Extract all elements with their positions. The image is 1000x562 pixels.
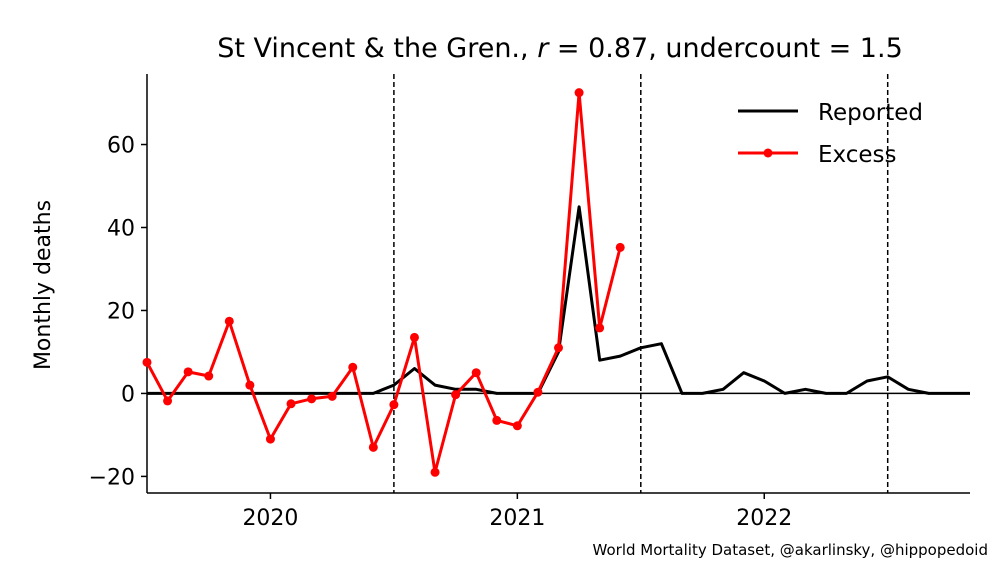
data-point-excess bbox=[142, 357, 152, 367]
data-point-excess bbox=[348, 362, 358, 372]
series-layer bbox=[142, 88, 970, 477]
data-point-excess bbox=[368, 442, 378, 452]
data-point-excess bbox=[286, 399, 296, 409]
y-tick-label: −20 bbox=[89, 465, 135, 490]
x-tick-label: 2022 bbox=[736, 506, 792, 531]
data-point-excess bbox=[451, 390, 461, 400]
data-point-excess bbox=[595, 323, 605, 333]
chart-title: St Vincent & the Gren., r = 0.87, underc… bbox=[217, 33, 903, 64]
x-tick-label: 2020 bbox=[242, 506, 298, 531]
y-tick-label: 40 bbox=[107, 216, 135, 241]
data-point-excess bbox=[615, 242, 625, 252]
data-point-excess bbox=[430, 467, 440, 477]
data-point-excess bbox=[307, 394, 317, 404]
data-point-excess bbox=[245, 380, 255, 390]
y-axis-label: Monthly deaths bbox=[31, 200, 56, 370]
data-point-excess bbox=[533, 387, 543, 397]
y-tick-label: 20 bbox=[107, 299, 135, 324]
data-point-excess bbox=[163, 396, 173, 406]
legend-marker-excess bbox=[763, 148, 773, 158]
data-point-excess bbox=[492, 415, 502, 425]
x-tick-label: 2021 bbox=[489, 506, 545, 531]
data-point-excess bbox=[471, 368, 481, 378]
series-line-reported bbox=[147, 205, 970, 395]
data-point-excess bbox=[574, 88, 584, 98]
y-tick-label: 60 bbox=[107, 134, 135, 159]
data-point-excess bbox=[554, 343, 563, 353]
legend: Reported Excess bbox=[738, 100, 923, 168]
data-point-excess bbox=[224, 316, 234, 326]
credit-text: World Mortality Dataset, @akarlinsky, @h… bbox=[593, 541, 988, 559]
series-line-excess bbox=[145, 91, 622, 474]
data-point-excess bbox=[265, 434, 275, 444]
data-point-excess bbox=[409, 332, 419, 342]
legend-label-reported: Reported bbox=[818, 100, 923, 126]
data-point-excess bbox=[389, 400, 399, 410]
axes: −20 0 20 40 60 2020 2021 2022 bbox=[89, 74, 970, 531]
data-point-excess bbox=[204, 371, 214, 381]
data-point-excess bbox=[327, 391, 337, 401]
y-tick-label: 0 bbox=[121, 382, 135, 407]
data-point-excess bbox=[512, 421, 522, 431]
data-point-excess bbox=[183, 367, 193, 377]
legend-label-excess: Excess bbox=[818, 142, 897, 168]
reference-lines bbox=[147, 74, 970, 493]
